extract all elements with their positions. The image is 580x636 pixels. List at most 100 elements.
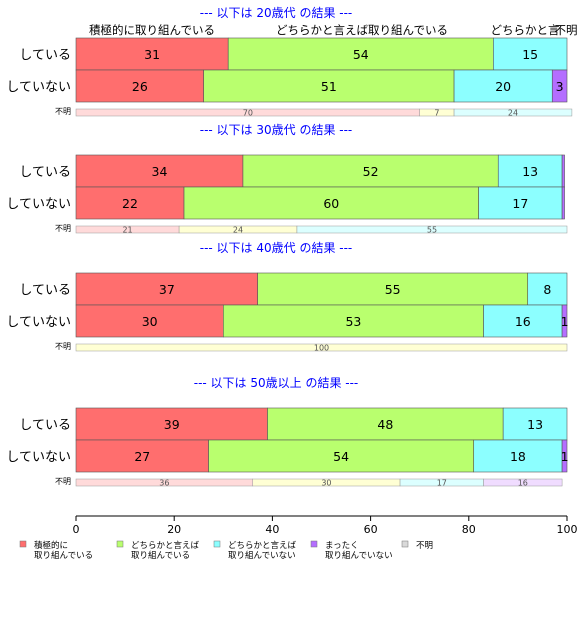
data-label: 31	[144, 47, 160, 62]
unknown-label: 55	[427, 226, 437, 235]
unknown-label: 100	[314, 344, 329, 353]
panel-title: --- 以下は 50歳以上 の結果 ---	[194, 376, 359, 390]
bar-segment	[75, 37, 229, 71]
unknown-segment	[453, 108, 573, 117]
bar-segment	[527, 272, 568, 306]
data-label: 48	[377, 417, 393, 432]
data-label: 3	[556, 79, 564, 94]
x-tick-label: 80	[462, 523, 476, 536]
bar-segment	[183, 186, 479, 220]
legend-label: 積極的に	[34, 540, 68, 551]
legend-label: 取り組んでいない	[325, 550, 393, 561]
data-label: 60	[323, 196, 339, 211]
bar-segment	[75, 439, 209, 473]
bar-segment	[551, 69, 568, 103]
data-label: 22	[122, 196, 138, 211]
data-label: 15	[522, 47, 538, 62]
row-label: していない	[6, 315, 71, 330]
bar-segment	[493, 37, 568, 71]
unknown-label: 7	[434, 109, 439, 118]
data-label: 13	[522, 164, 538, 179]
bar-segment	[208, 439, 475, 473]
data-label: 20	[495, 79, 511, 94]
bar-segment	[502, 407, 568, 441]
data-label: 26	[132, 79, 148, 94]
data-label: 34	[152, 164, 168, 179]
row-label: していない	[6, 197, 71, 212]
data-label: 1	[561, 314, 569, 329]
unknown-label: 30	[321, 479, 331, 488]
x-tick-label: 100	[557, 523, 578, 536]
unknown-row-label: 不明	[55, 342, 71, 351]
legend-label: 不明	[416, 541, 433, 551]
row-label: している	[19, 418, 71, 433]
bar-segment	[561, 439, 568, 473]
bar-segment	[478, 186, 563, 220]
panel-title: --- 以下は 20歳代 の結果 ---	[200, 6, 353, 20]
header-label: どちらかと言えば取り組んでいる	[276, 23, 448, 37]
panel-title: --- 以下は 30歳代 の結果 ---	[200, 123, 353, 137]
bar-segment	[75, 69, 204, 103]
row-label: している	[19, 165, 71, 180]
data-label: 16	[515, 314, 531, 329]
unknown-label: 16	[518, 479, 528, 488]
unknown-row-label: 不明	[55, 477, 71, 486]
unknown-row-label: 不明	[55, 224, 71, 233]
legend-label: どちらかと言えば	[228, 540, 297, 551]
x-tick-label: 0	[73, 523, 80, 536]
header-label: 積極的に取り組んでいる	[89, 23, 215, 37]
row-label: していない	[6, 80, 71, 95]
row-label: している	[19, 48, 71, 63]
data-label: 55	[385, 282, 401, 297]
bar-segment	[561, 186, 565, 220]
legend-swatch	[310, 540, 318, 548]
data-label: 51	[321, 79, 337, 94]
bar-segment	[257, 272, 529, 306]
panel-title: --- 以下は 40歳代 の結果 ---	[200, 241, 353, 255]
x-tick-label: 20	[167, 523, 181, 536]
unknown-label: 24	[508, 109, 518, 118]
row-label: していない	[6, 450, 71, 465]
legend-label: 取り組んでいる	[131, 550, 190, 561]
unknown-segment	[75, 343, 568, 352]
x-tick-label: 60	[364, 523, 378, 536]
unknown-label: 21	[122, 226, 132, 235]
data-label: 1	[561, 449, 569, 464]
bar-segment	[75, 272, 258, 306]
legend-swatch	[401, 540, 409, 548]
data-label: 27	[134, 449, 150, 464]
legend-label: まったく	[325, 541, 359, 551]
data-label: 8	[543, 282, 551, 297]
legend-label: どちらかと言えば	[131, 540, 200, 551]
unknown-segment	[296, 225, 568, 234]
bar-segment	[483, 304, 563, 338]
bar-segment	[561, 304, 568, 338]
x-tick-label: 40	[265, 523, 279, 536]
bar-segment	[242, 154, 499, 188]
legend-label: 取り組んでいる	[34, 550, 93, 561]
bar-segment	[223, 304, 484, 338]
legend-swatch	[213, 540, 221, 548]
legend-swatch	[19, 540, 27, 548]
bar-segment	[561, 154, 565, 188]
data-label: 53	[345, 314, 361, 329]
data-label: 18	[510, 449, 526, 464]
data-label: 39	[164, 417, 180, 432]
bar-segment	[75, 407, 268, 441]
bar-segment	[203, 69, 455, 103]
unknown-segment	[483, 478, 563, 487]
bar-segment	[453, 69, 553, 103]
bar-segment	[75, 154, 244, 188]
bar-segment	[75, 304, 224, 338]
row-label: している	[19, 283, 71, 298]
bar-segment	[227, 37, 494, 71]
unknown-label: 36	[159, 479, 169, 488]
unknown-row-label: 不明	[55, 107, 71, 116]
header-label: どちらかと言	[491, 23, 560, 37]
data-label: 37	[159, 282, 175, 297]
legend-label: 取り組んでいない	[228, 550, 296, 561]
data-label: 54	[353, 47, 369, 62]
data-label: 30	[142, 314, 158, 329]
data-label: 13	[527, 417, 543, 432]
